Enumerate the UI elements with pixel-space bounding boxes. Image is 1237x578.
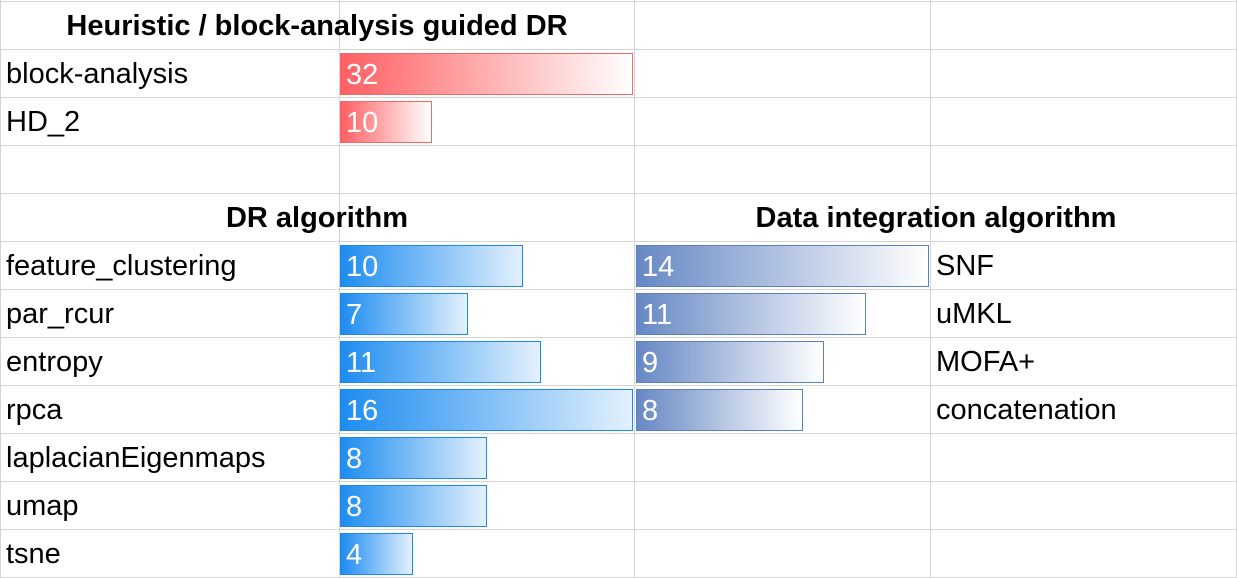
data-integration-chart-title: Data integration algorithm [755,202,1117,234]
heuristic-bar-value: 32 [346,59,379,91]
heuristic-bar [340,53,633,95]
grid-row-line-7 [0,337,1237,338]
dr-algorithm-bar [340,533,413,575]
dr-algorithm-bar-value: 8 [346,443,363,475]
dr-algorithm-category-label: umap [6,490,79,522]
data-integration-category-label: MOFA+ [936,346,1036,378]
grid-col-line-3 [930,0,931,577]
data-integration-bar-value: 14 [642,251,675,283]
dr-algorithm-category-label: entropy [6,346,103,378]
dr-algorithm-bar-value: 7 [346,299,363,331]
data-integration-bar [636,245,929,287]
dr-algorithm-bar-value: 4 [346,539,363,571]
dr-algorithm-category-label: rpca [6,394,63,426]
dr-algorithm-chart-title: DR algorithm [225,202,409,234]
data-integration-bar [636,293,866,335]
grid-col-line-0 [0,0,1,577]
data-integration-category-label: uMKL [936,298,1012,330]
data-integration-bar-value: 11 [642,299,673,331]
grid-row-line-6 [0,289,1237,290]
data-integration-bar [636,341,824,383]
heuristic-bar [340,101,432,143]
grid-row-line-1 [0,49,1237,50]
grid-col-line-2 [634,0,635,577]
grid-row-line-2 [0,97,1237,98]
grid-row-line-10 [0,481,1237,482]
grid-row-line-0 [0,1,1237,2]
grid-row-line-5 [0,241,1237,242]
grid-row-line-4 [0,193,1237,194]
data-integration-category-label: concatenation [936,394,1117,426]
heuristic-chart-title: Heuristic / block-analysis guided DR [66,10,568,42]
grid-row-line-11 [0,529,1237,530]
dr-algorithm-category-label: tsne [6,538,61,570]
dr-algorithm-bar [340,245,523,287]
data-integration-bar [636,389,803,431]
dr-algorithm-bar [340,293,468,335]
data-integration-bar-value: 8 [642,395,659,427]
dr-algorithm-bar-value: 11 [346,347,377,379]
grid-row-line-3 [0,145,1237,146]
heuristic-bar-value: 10 [346,107,379,139]
dr-algorithm-bar [340,341,541,383]
grid-row-line-8 [0,385,1237,386]
grid-col-line-1 [339,0,340,577]
dr-algorithm-category-label: laplacianEigenmaps [6,442,266,474]
dr-algorithm-bar-value: 8 [346,491,363,523]
grid-row-line-9 [0,433,1237,434]
data-integration-bar-value: 9 [642,347,659,379]
dr-algorithm-category-label: par_rcur [6,298,114,330]
dr-algorithm-bar-value: 10 [346,251,379,283]
dr-algorithm-category-label: feature_clustering [6,250,237,282]
dr-algorithm-bar [340,485,487,527]
dr-algorithm-bar [340,389,633,431]
dr-algorithm-bar-value: 16 [346,395,379,427]
data-integration-category-label: SNF [936,250,994,282]
dr-algorithm-bar [340,437,487,479]
heuristic-category-label: block-analysis [6,58,189,90]
heuristic-category-label: HD_2 [6,106,81,138]
